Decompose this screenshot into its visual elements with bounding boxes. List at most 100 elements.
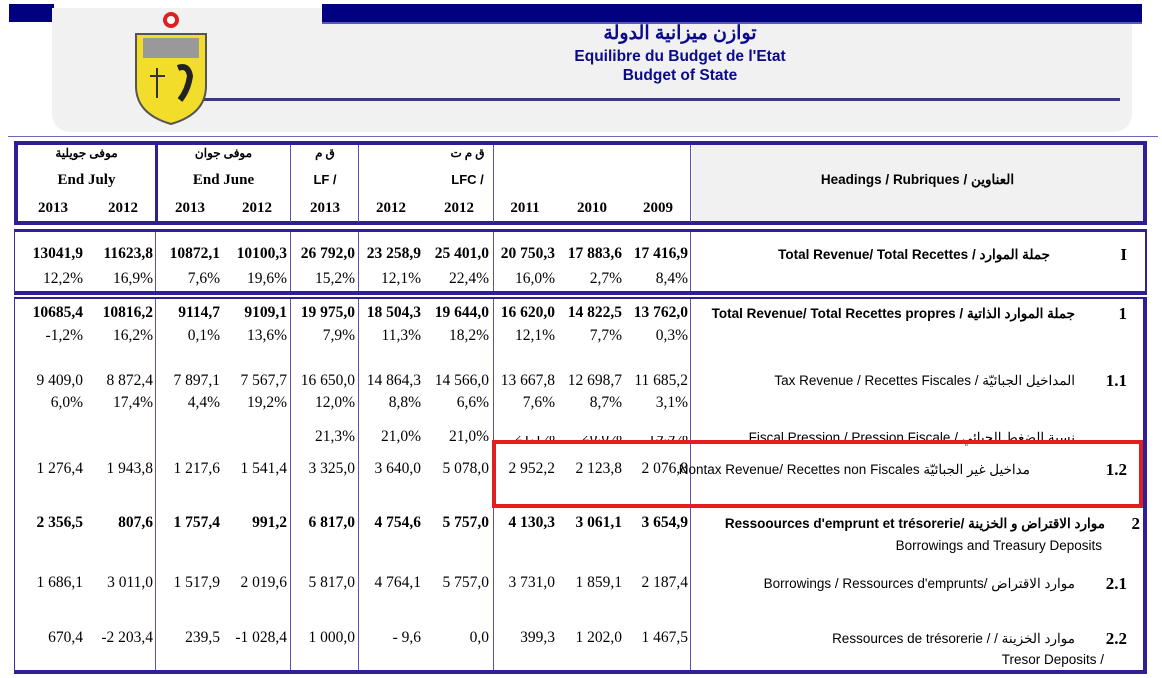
value-cell: 4 130,3 — [508, 514, 556, 531]
title-arabic: توازن ميزانية الدولة — [603, 23, 757, 44]
growth-cell: 7,9% — [322, 327, 355, 344]
growth-cell: 16,9% — [112, 270, 153, 287]
group-header-en: End July — [57, 172, 116, 188]
row-label-text: Ressources de trésorerie / — [832, 631, 991, 646]
value-cell: 1 943,8 — [106, 460, 154, 477]
value-cell: 1 757,4 — [173, 514, 221, 531]
row-label: Total Revenue/ Total Recettes propres / … — [711, 306, 1075, 321]
growth-cell: 2,7% — [589, 270, 622, 287]
value-cell: 14 822,5 — [567, 304, 622, 321]
value-cell: 14 864,3 — [366, 372, 421, 389]
value-cell: 19 644,0 — [434, 304, 489, 321]
year-header: 2013 — [38, 200, 68, 216]
value-cell: 16 650,0 — [300, 372, 355, 389]
row-label: Nontax Revenue/ Recettes non Fiscales مد… — [679, 462, 1030, 478]
group-header-en: LFC / — [451, 172, 484, 187]
row-number: I — [1120, 245, 1127, 264]
value-cell: 1 541,4 — [240, 460, 288, 477]
value-cell: 17 416,9 — [633, 245, 688, 262]
growth-cell: 7,6% — [522, 394, 555, 411]
value-cell: 2 952,2 — [508, 460, 556, 477]
growth-cell: 22,4% — [448, 270, 489, 287]
group-header-ar: موفى جوان — [194, 146, 253, 160]
row-label-ar: المداخيل الجبائيّة — [982, 373, 1075, 388]
value-cell: 18 504,3 — [366, 304, 421, 321]
value-cell: 2 356,5 — [36, 514, 84, 531]
value-cell: 14 566,0 — [434, 372, 489, 389]
group-header-en: End June — [192, 172, 255, 188]
highlight-box — [492, 440, 1143, 508]
row-label-text: Tax Revenue / Recettes Fiscales — [774, 373, 971, 388]
value-cell: 3 640,0 — [374, 460, 422, 477]
value-cell: 5 078,0 — [442, 460, 490, 477]
row-number: 2 — [1131, 514, 1141, 533]
value-cell: 1 467,5 — [641, 629, 689, 646]
value-cell: 16 620,0 — [500, 304, 555, 321]
row-label-text: Total Revenue/ Total Recettes — [778, 247, 969, 262]
headings-cell — [692, 145, 1143, 221]
value-cell: 7 567,7 — [240, 372, 288, 389]
row-label-text: Total Revenue/ Total Recettes propres — [711, 306, 956, 321]
year-header: 2009 — [643, 200, 673, 216]
value-cell: 4 764,1 — [374, 574, 422, 591]
row-number: 1.2 — [1105, 460, 1127, 479]
value-cell: 13 667,8 — [500, 372, 555, 389]
value-cell: 0,0 — [469, 629, 489, 646]
column-divider — [155, 145, 158, 222]
value-cell: 9114,7 — [178, 304, 220, 321]
value-cell: 239,5 — [185, 629, 220, 646]
title-english: Budget of State — [622, 67, 738, 84]
year-header: 2011 — [510, 200, 540, 216]
value-cell: 13 762,0 — [633, 304, 688, 321]
column-divider — [290, 232, 291, 291]
divider — [8, 136, 1158, 137]
column-divider — [690, 299, 691, 670]
growth-cell: 12,2% — [42, 270, 83, 287]
coat-of-arms-icon — [135, 12, 207, 126]
value-cell: 25 401,0 — [434, 245, 489, 262]
detail-box — [14, 297, 1147, 674]
row-label-ar: موارد الاقتراض و الخزينة — [968, 516, 1105, 531]
column-divider — [493, 232, 494, 291]
year-header: 2012 — [108, 200, 138, 216]
growth-cell: 6,6% — [456, 394, 489, 411]
value-cell: 7 897,1 — [173, 372, 221, 389]
row-number: 1 — [1118, 304, 1128, 323]
value-cell: 20 750,3 — [500, 245, 555, 262]
value-cell: 10816,2 — [102, 304, 153, 321]
row-label: Borrowings / Ressources d'emprunts/ موار… — [764, 576, 1075, 592]
value-cell: 21,0% — [448, 428, 489, 445]
value-cell: 670,4 — [48, 629, 83, 646]
value-cell: 21,0% — [380, 428, 421, 445]
row-label: Total Revenue/ Total Recettes / جملة الم… — [778, 247, 1050, 262]
value-cell: 3 061,1 — [575, 514, 623, 531]
growth-cell: 19,2% — [246, 394, 287, 411]
growth-cell: 4,4% — [187, 394, 220, 411]
value-cell: 11 685,2 — [634, 372, 688, 389]
value-cell: -2 203,4 — [101, 629, 153, 646]
growth-cell: 12,0% — [314, 394, 355, 411]
value-cell: 2 123,8 — [575, 460, 623, 477]
group-header-ar: موفى جويلية — [55, 146, 118, 160]
column-divider — [690, 145, 691, 222]
growth-cell: 6,0% — [50, 394, 83, 411]
growth-cell: 18,2% — [448, 327, 489, 344]
row-label: Tax Revenue / Recettes Fiscales / المداخ… — [774, 373, 1075, 388]
row-label-text: Borrowings / Ressources d'emprunts/ — [763, 576, 988, 591]
year-header: 2012 — [444, 200, 474, 216]
column-divider — [358, 145, 359, 222]
value-cell: 3 325,0 — [308, 460, 356, 477]
top-bar-right — [322, 4, 1142, 24]
row-label-ar: موارد الخزينة — [1001, 631, 1075, 646]
column-divider — [690, 232, 691, 291]
growth-cell: 7,6% — [187, 270, 220, 287]
growth-cell: 19,6% — [246, 270, 287, 287]
value-cell: 6 817,0 — [308, 514, 356, 531]
group-header-ar: ق م — [315, 146, 335, 160]
row-label-ar: موارد الاقتراض — [991, 576, 1075, 591]
growth-cell: 0,1% — [187, 327, 220, 344]
column-divider — [155, 232, 156, 291]
value-cell: 1 517,9 — [173, 574, 221, 591]
value-cell: 10100,3 — [236, 245, 287, 262]
row-number: 2.1 — [1105, 574, 1127, 593]
